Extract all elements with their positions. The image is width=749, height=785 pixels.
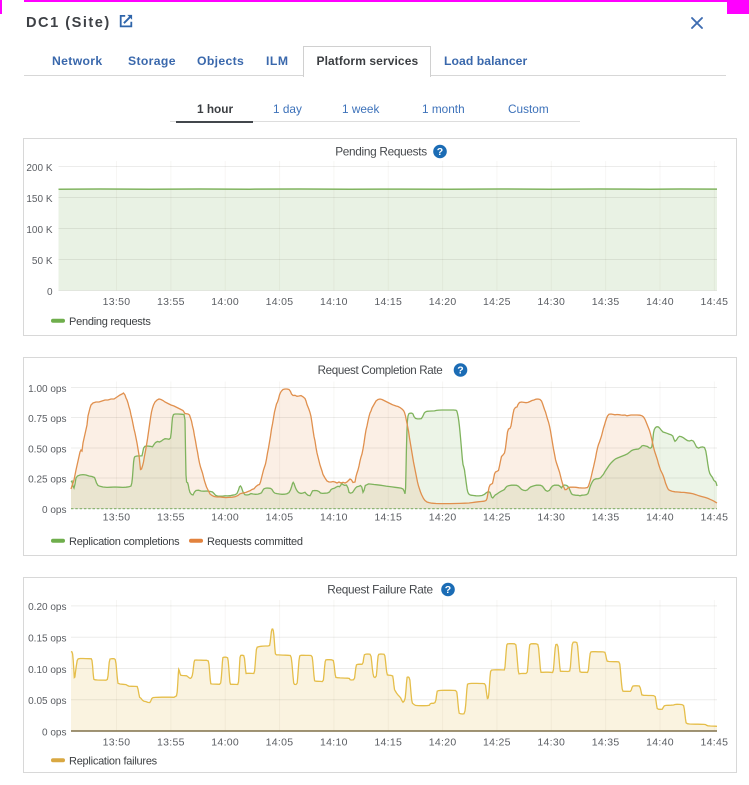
svg-text:100 K: 100 K (26, 225, 52, 236)
svg-text:14:35: 14:35 (592, 296, 620, 308)
svg-text:13:50: 13:50 (103, 512, 131, 524)
svg-text:14:45: 14:45 (700, 512, 728, 524)
svg-text:?: ? (437, 146, 443, 158)
svg-text:0.05 ops: 0.05 ops (28, 696, 66, 707)
svg-text:Pending requests: Pending requests (69, 316, 151, 328)
svg-text:Replication failures: Replication failures (69, 756, 158, 768)
svg-text:14:30: 14:30 (537, 512, 565, 524)
svg-text:?: ? (445, 584, 451, 596)
svg-text:14:45: 14:45 (700, 296, 728, 308)
svg-text:14:15: 14:15 (374, 296, 402, 308)
svg-text:0 ops: 0 ops (42, 505, 66, 516)
svg-text:14:00: 14:00 (211, 512, 239, 524)
svg-text:?: ? (457, 365, 463, 377)
svg-text:0.20 ops: 0.20 ops (28, 602, 66, 613)
svg-text:Request Completion Rate: Request Completion Rate (318, 364, 443, 377)
svg-text:13:55: 13:55 (157, 737, 185, 749)
svg-text:14:30: 14:30 (537, 296, 565, 308)
svg-text:14:05: 14:05 (266, 737, 294, 749)
svg-text:200 K: 200 K (26, 163, 52, 174)
svg-text:13:55: 13:55 (157, 512, 185, 524)
svg-text:14:25: 14:25 (483, 296, 511, 308)
svg-text:14:10: 14:10 (320, 512, 348, 524)
svg-text:14:25: 14:25 (483, 512, 511, 524)
svg-text:13:50: 13:50 (103, 296, 131, 308)
svg-text:14:00: 14:00 (211, 296, 239, 308)
svg-text:14:30: 14:30 (537, 737, 565, 749)
svg-text:Requests committed: Requests committed (207, 536, 303, 548)
svg-text:Request Failure Rate: Request Failure Rate (327, 582, 433, 596)
svg-text:14:40: 14:40 (646, 737, 674, 749)
svg-text:14:45: 14:45 (700, 737, 728, 749)
svg-text:14:00: 14:00 (211, 737, 239, 749)
svg-text:14:15: 14:15 (374, 737, 402, 749)
svg-text:14:15: 14:15 (374, 512, 402, 524)
svg-text:13:50: 13:50 (103, 737, 131, 749)
svg-text:14:40: 14:40 (646, 296, 674, 308)
svg-text:0.15 ops: 0.15 ops (28, 634, 66, 645)
svg-text:0.75 ops: 0.75 ops (28, 414, 66, 425)
svg-text:13:55: 13:55 (157, 296, 185, 308)
svg-text:14:10: 14:10 (320, 296, 348, 308)
svg-text:14:10: 14:10 (320, 737, 348, 749)
svg-text:14:05: 14:05 (266, 512, 294, 524)
svg-text:14:20: 14:20 (429, 296, 457, 308)
svg-text:Pending Requests: Pending Requests (335, 144, 427, 158)
svg-text:150 K: 150 K (26, 194, 52, 205)
svg-text:0: 0 (47, 287, 53, 298)
svg-text:Replication completions: Replication completions (69, 536, 180, 548)
svg-text:14:20: 14:20 (429, 737, 457, 749)
svg-text:14:35: 14:35 (592, 737, 620, 749)
svg-text:0.25 ops: 0.25 ops (28, 474, 66, 485)
svg-text:14:05: 14:05 (266, 296, 294, 308)
svg-text:1.00 ops: 1.00 ops (28, 384, 66, 395)
svg-text:0.50 ops: 0.50 ops (28, 444, 66, 455)
svg-text:14:35: 14:35 (592, 512, 620, 524)
svg-text:14:40: 14:40 (646, 512, 674, 524)
svg-text:14:20: 14:20 (429, 512, 457, 524)
svg-text:14:25: 14:25 (483, 737, 511, 749)
svg-text:0.10 ops: 0.10 ops (28, 665, 66, 676)
svg-text:50 K: 50 K (32, 256, 53, 267)
svg-text:0 ops: 0 ops (42, 727, 66, 738)
